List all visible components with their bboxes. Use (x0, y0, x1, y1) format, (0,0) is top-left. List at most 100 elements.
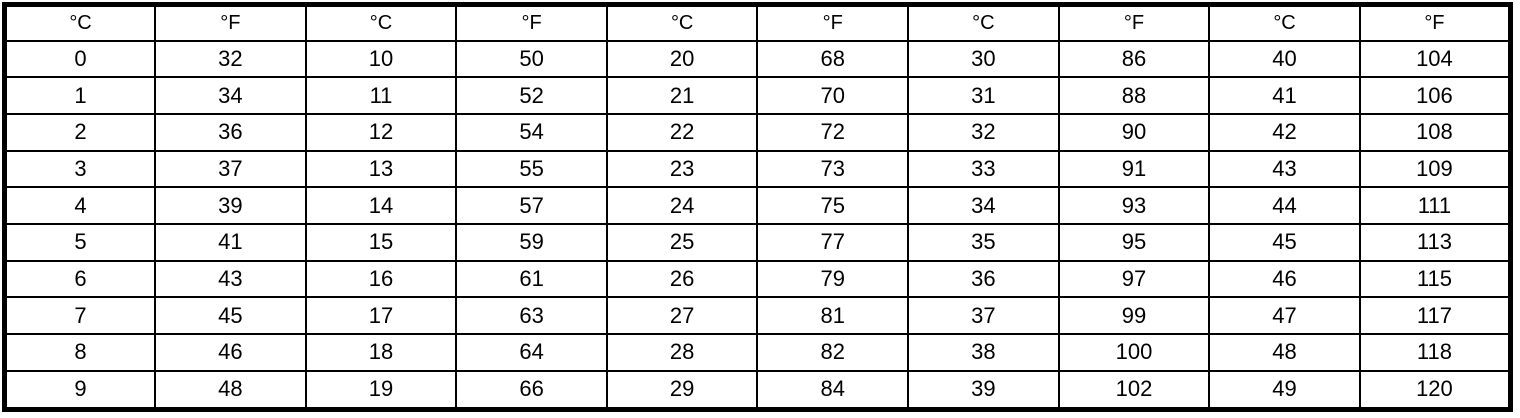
fahrenheit-value-cell: 111 (1358, 186, 1512, 226)
table-row: 9 48 19 66 29 84 39 102 49 120 (3, 369, 1512, 411)
column-header-fahrenheit: °F (154, 3, 307, 42)
celsius-value-cell: 40 (1208, 39, 1361, 79)
celsius-value-cell: 22 (605, 112, 759, 152)
celsius-value-cell: 34 (907, 186, 1060, 226)
fahrenheit-value-cell: 113 (1358, 223, 1512, 262)
celsius-value-cell: 14 (304, 186, 458, 226)
fahrenheit-value-cell: 45 (154, 296, 307, 336)
fahrenheit-value-cell: 61 (455, 259, 608, 299)
celsius-value-cell: 31 (907, 76, 1060, 115)
table-row: 2 36 12 54 22 72 32 90 42 108 (3, 112, 1512, 152)
column-header-celsius: °C (907, 3, 1060, 42)
column-header-fahrenheit: °F (455, 3, 608, 42)
table-row: 5 41 15 59 25 77 35 95 45 113 (3, 223, 1512, 262)
celsius-value-cell: 5 (3, 223, 157, 262)
fahrenheit-value-cell: 97 (1057, 259, 1211, 299)
fahrenheit-value-cell: 115 (1358, 259, 1512, 299)
fahrenheit-value-cell: 37 (154, 149, 307, 189)
fahrenheit-value-cell: 102 (1057, 369, 1211, 411)
celsius-value-cell: 17 (304, 296, 458, 336)
fahrenheit-value-cell: 117 (1358, 296, 1512, 336)
fahrenheit-value-cell: 72 (756, 112, 910, 152)
fahrenheit-value-cell: 99 (1057, 296, 1211, 336)
fahrenheit-value-cell: 106 (1358, 76, 1512, 115)
fahrenheit-value-cell: 109 (1358, 149, 1512, 189)
fahrenheit-value-cell: 120 (1358, 369, 1512, 411)
celsius-value-cell: 15 (304, 223, 458, 262)
fahrenheit-value-cell: 34 (154, 76, 307, 115)
celsius-value-cell: 3 (3, 149, 157, 189)
fahrenheit-value-cell: 104 (1358, 39, 1512, 79)
column-header-fahrenheit: °F (756, 3, 910, 42)
fahrenheit-value-cell: 57 (455, 186, 608, 226)
fahrenheit-value-cell: 88 (1057, 76, 1211, 115)
table-row: 1 34 11 52 21 70 31 88 41 106 (3, 76, 1512, 115)
column-header-celsius: °C (605, 3, 759, 42)
celsius-value-cell: 46 (1208, 259, 1361, 299)
celsius-value-cell: 20 (605, 39, 759, 79)
fahrenheit-value-cell: 52 (455, 76, 608, 115)
celsius-fahrenheit-conversion-table: °C °F °C °F °C °F °C °F °C °F 0 32 10 50 20 68 30 86 40 10… (2, 2, 1513, 412)
fahrenheit-value-cell: 64 (455, 333, 608, 372)
fahrenheit-value-cell: 81 (756, 296, 910, 336)
fahrenheit-value-cell: 86 (1057, 39, 1211, 79)
celsius-value-cell: 12 (304, 112, 458, 152)
celsius-value-cell: 48 (1208, 333, 1361, 372)
fahrenheit-value-cell: 79 (756, 259, 910, 299)
fahrenheit-value-cell: 100 (1057, 333, 1211, 372)
celsius-value-cell: 27 (605, 296, 759, 336)
celsius-value-cell: 35 (907, 223, 1060, 262)
celsius-value-cell: 36 (907, 259, 1060, 299)
celsius-value-cell: 42 (1208, 112, 1361, 152)
celsius-value-cell: 9 (3, 369, 157, 411)
table-row: 0 32 10 50 20 68 30 86 40 104 (3, 39, 1512, 79)
celsius-value-cell: 25 (605, 223, 759, 262)
fahrenheit-value-cell: 55 (455, 149, 608, 189)
celsius-value-cell: 32 (907, 112, 1060, 152)
table-row: 3 37 13 55 23 73 33 91 43 109 (3, 149, 1512, 189)
celsius-value-cell: 4 (3, 186, 157, 226)
fahrenheit-value-cell: 46 (154, 333, 307, 372)
fahrenheit-value-cell: 73 (756, 149, 910, 189)
celsius-value-cell: 37 (907, 296, 1060, 336)
fahrenheit-value-cell: 91 (1057, 149, 1211, 189)
fahrenheit-value-cell: 36 (154, 112, 307, 152)
column-header-celsius: °C (3, 3, 157, 42)
fahrenheit-value-cell: 95 (1057, 223, 1211, 262)
celsius-value-cell: 28 (605, 333, 759, 372)
celsius-value-cell: 23 (605, 149, 759, 189)
fahrenheit-value-cell: 66 (455, 369, 608, 411)
column-header-celsius: °C (304, 3, 458, 42)
fahrenheit-value-cell: 118 (1358, 333, 1512, 372)
column-header-fahrenheit: °F (1057, 3, 1211, 42)
celsius-value-cell: 44 (1208, 186, 1361, 226)
fahrenheit-value-cell: 50 (455, 39, 608, 79)
fahrenheit-value-cell: 32 (154, 39, 307, 79)
fahrenheit-value-cell: 54 (455, 112, 608, 152)
celsius-value-cell: 1 (3, 76, 157, 115)
fahrenheit-value-cell: 68 (756, 39, 910, 79)
celsius-value-cell: 24 (605, 186, 759, 226)
fahrenheit-value-cell: 43 (154, 259, 307, 299)
celsius-value-cell: 10 (304, 39, 458, 79)
celsius-value-cell: 16 (304, 259, 458, 299)
fahrenheit-value-cell: 108 (1358, 112, 1512, 152)
celsius-value-cell: 47 (1208, 296, 1361, 336)
celsius-value-cell: 29 (605, 369, 759, 411)
column-header-celsius: °C (1208, 3, 1361, 42)
fahrenheit-value-cell: 84 (756, 369, 910, 411)
fahrenheit-value-cell: 48 (154, 369, 307, 411)
fahrenheit-value-cell: 82 (756, 333, 910, 372)
celsius-value-cell: 18 (304, 333, 458, 372)
column-header-fahrenheit: °F (1358, 3, 1512, 42)
celsius-value-cell: 13 (304, 149, 458, 189)
fahrenheit-value-cell: 90 (1057, 112, 1211, 152)
celsius-value-cell: 0 (3, 39, 157, 79)
celsius-value-cell: 49 (1208, 369, 1361, 411)
table-row: 4 39 14 57 24 75 34 93 44 111 (3, 186, 1512, 226)
celsius-value-cell: 8 (3, 333, 157, 372)
celsius-value-cell: 45 (1208, 223, 1361, 262)
fahrenheit-value-cell: 70 (756, 76, 910, 115)
fahrenheit-value-cell: 75 (756, 186, 910, 226)
